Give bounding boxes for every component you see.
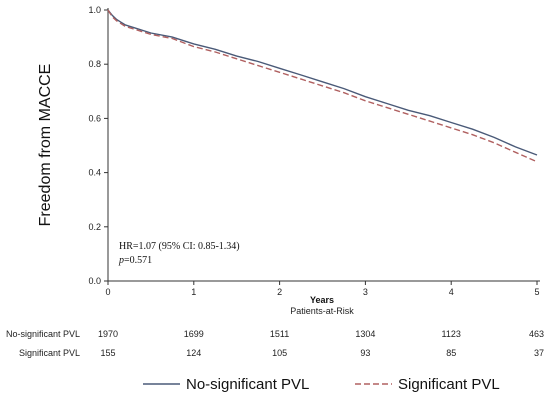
- legend-label-no-significant: No-significant PVL: [186, 376, 309, 393]
- risk-table: No-significant PVL 1970 1699 1511 1304 1123 46…: [6, 329, 544, 358]
- risk-table-title: Patients-at-Risk: [290, 306, 354, 316]
- legend-label-significant: Significant PVL: [398, 376, 500, 393]
- x-tick-label: 4: [449, 287, 454, 297]
- x-axis-ticks: 0 1 2 3 4 5: [105, 281, 540, 297]
- p-symbol: p: [118, 255, 124, 266]
- y-axis-ticks: 0.0 0.2 0.4 0.6 0.8 1.0: [88, 5, 108, 286]
- risk-value: 155: [100, 348, 115, 358]
- risk-row-label: No-significant PVL: [6, 329, 80, 339]
- risk-value: 105: [272, 348, 287, 358]
- y-tick-label: 0.4: [88, 168, 101, 178]
- risk-value: 1970: [98, 329, 118, 339]
- y-tick-label: 0.2: [88, 222, 101, 232]
- y-tick-label: 0.8: [88, 59, 101, 69]
- legend: No-significant PVL Significant PVL: [143, 376, 500, 393]
- p-value: =0.571: [124, 255, 152, 266]
- risk-value: 1123: [442, 329, 461, 339]
- x-tick-label: 3: [363, 287, 368, 297]
- y-tick-label: 0.0: [88, 276, 101, 286]
- series-lines: [107, 9, 538, 163]
- series-line-significant-pvl: [107, 9, 538, 163]
- risk-value: 1304: [355, 329, 375, 339]
- risk-value: 93: [360, 348, 370, 358]
- risk-row-label: Significant PVL: [19, 348, 80, 358]
- x-tick-label: 1: [191, 287, 196, 297]
- y-tick-label: 0.6: [88, 113, 101, 123]
- risk-value: 1699: [184, 329, 204, 339]
- risk-value: 85: [446, 348, 456, 358]
- series-line-no-significant-pvl: [107, 9, 538, 156]
- p-value-annotation: p=0.571: [118, 255, 152, 266]
- x-tick-label: 5: [534, 287, 539, 297]
- y-axis-title: Freedom from MACCE: [37, 64, 54, 227]
- risk-value: 124: [186, 348, 201, 358]
- x-tick-label: 0: [105, 287, 110, 297]
- x-tick-label: 2: [277, 287, 282, 297]
- x-axis-title: Years: [310, 295, 334, 305]
- risk-value: 37: [534, 348, 544, 358]
- hazard-ratio-annotation: HR=1.07 (95% CI: 0.85-1.34): [119, 241, 240, 252]
- risk-value: 463: [529, 329, 544, 339]
- y-tick-label: 1.0: [88, 5, 101, 15]
- risk-value: 1511: [270, 329, 289, 339]
